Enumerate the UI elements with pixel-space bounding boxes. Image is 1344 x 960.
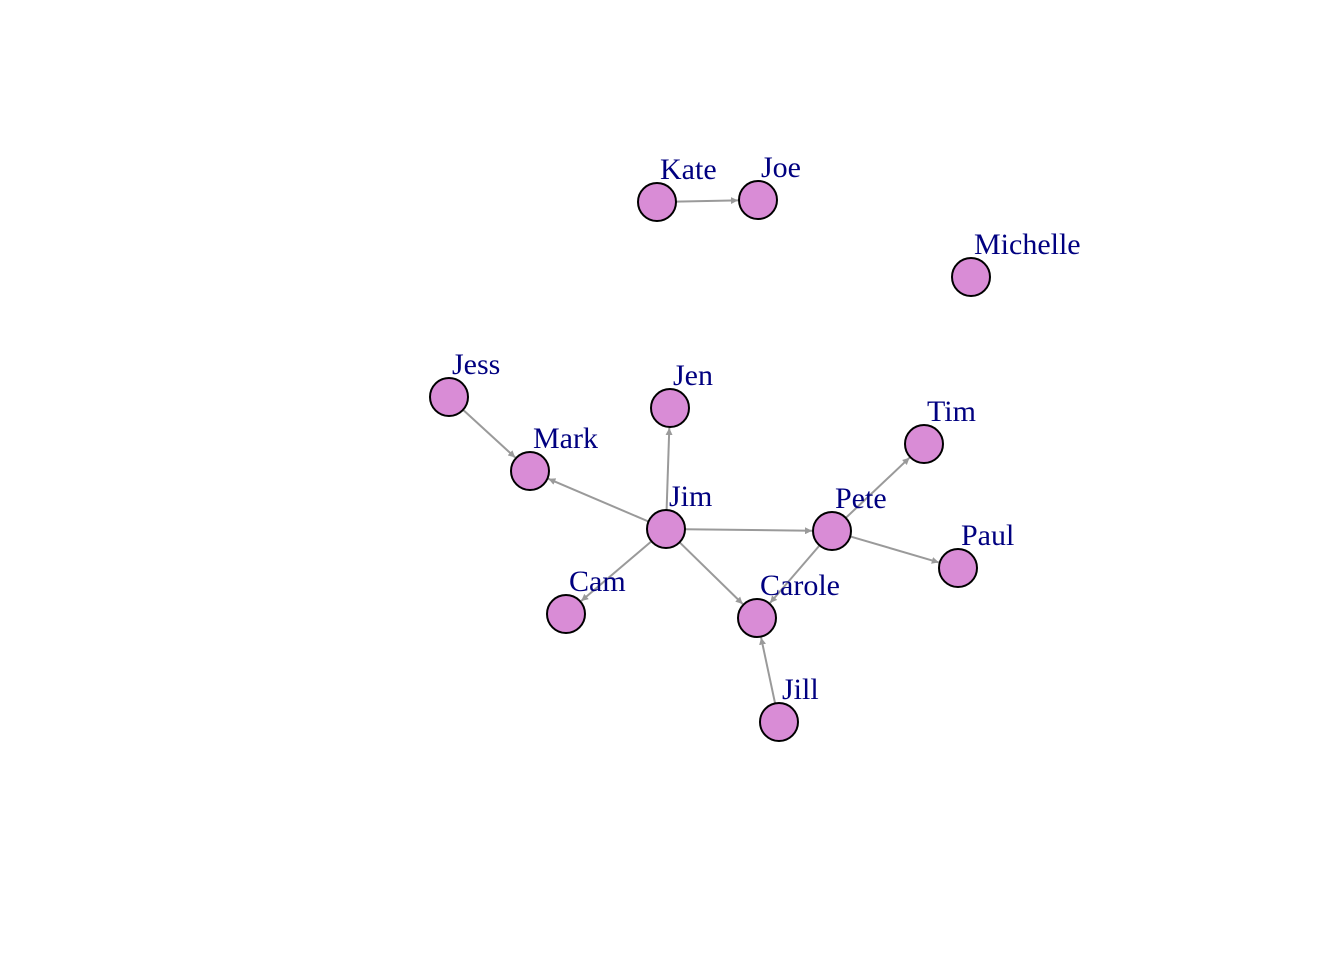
- node-label-carole: Carole: [760, 569, 840, 602]
- edge-pete-to-paul: [849, 535, 940, 564]
- node-jen: [650, 388, 690, 428]
- edge-jim-to-jen: [665, 427, 673, 511]
- node-jim: [646, 509, 686, 549]
- edge-jim-to-carole: [678, 541, 744, 605]
- node-pete: [812, 511, 852, 551]
- node-label-pete: Pete: [835, 482, 887, 515]
- node-label-cam: Cam: [569, 565, 626, 598]
- node-label-tim: Tim: [927, 395, 976, 428]
- edge-pete-to-tim: [845, 456, 911, 519]
- node-kate: [637, 182, 677, 222]
- edge-jim-to-pete: [684, 527, 813, 535]
- node-label-kate: Kate: [660, 153, 717, 186]
- node-label-jen: Jen: [673, 359, 713, 392]
- edge-jim-to-cam: [580, 540, 653, 602]
- edge-jess-to-mark: [462, 409, 516, 459]
- node-label-michelle: Michelle: [974, 228, 1081, 261]
- edge-jim-to-mark: [548, 477, 649, 523]
- edges-layer: [462, 197, 940, 704]
- node-label-mark: Mark: [533, 422, 598, 455]
- node-cam: [546, 594, 586, 634]
- nodes-layer: [429, 180, 991, 742]
- node-label-joe: Joe: [761, 151, 801, 184]
- node-label-paul: Paul: [961, 519, 1014, 552]
- node-mark: [510, 451, 550, 491]
- node-label-jim: Jim: [669, 480, 712, 513]
- edge-kate-to-joe: [675, 197, 739, 205]
- edge-jill-to-carole: [759, 637, 777, 704]
- node-michelle: [951, 257, 991, 297]
- node-carole: [737, 598, 777, 638]
- labels-layer: Kate Joe Michelle Jess Jen Mark Tim Jim Pete Paul…: [452, 151, 1081, 706]
- node-jess: [429, 377, 469, 417]
- node-label-jess: Jess: [452, 348, 500, 381]
- node-label-jill: Jill: [782, 673, 819, 706]
- edge-pete-to-carole: [769, 544, 821, 604]
- node-jill: [759, 702, 799, 742]
- node-paul: [938, 548, 978, 588]
- node-joe: [738, 180, 778, 220]
- node-tim: [904, 424, 944, 464]
